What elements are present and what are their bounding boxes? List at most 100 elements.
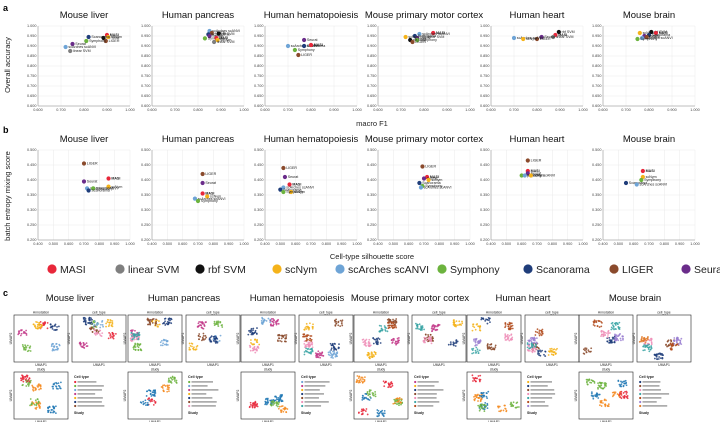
umap-cell xyxy=(393,398,396,401)
umap-cell xyxy=(149,318,152,321)
umap-axis-x: UMAP1 xyxy=(262,363,274,367)
umap-cell xyxy=(592,395,594,398)
umap-cell xyxy=(107,337,110,340)
umap-cell xyxy=(531,346,534,349)
umap-cell xyxy=(416,327,419,330)
umap-axis-x: UMAP1 xyxy=(35,363,47,367)
x-tick-label: 1.000 xyxy=(578,108,588,112)
umap-cell xyxy=(85,342,88,345)
umap-cell xyxy=(511,336,514,339)
x-tick-label: 1.000 xyxy=(352,108,362,112)
umap-cell xyxy=(266,397,269,400)
umap-cell xyxy=(482,404,485,406)
x-tick-label: 0.700 xyxy=(509,108,519,112)
umap-cell xyxy=(504,334,507,337)
umap-cell xyxy=(25,332,28,335)
umap-cell xyxy=(46,321,49,324)
umap-cell xyxy=(50,345,53,348)
y-tick-label: 0.700 xyxy=(254,84,264,88)
umap-title-3: Mouse primary motor cortex xyxy=(351,293,470,304)
umap-legend-swatch xyxy=(188,380,191,384)
umap-cell xyxy=(479,400,482,403)
umap-cell xyxy=(397,339,400,342)
umap-cell xyxy=(538,331,541,333)
umap-cell xyxy=(538,332,540,335)
umap-cell xyxy=(57,384,60,387)
x-tick-label: 1.000 xyxy=(465,108,475,112)
umap-cell xyxy=(488,317,491,320)
umap-cell xyxy=(315,353,318,355)
y-tick-label: 0.850 xyxy=(592,54,602,58)
umap-cell xyxy=(399,401,402,404)
umap-cell xyxy=(134,334,137,337)
umap-cell xyxy=(51,342,54,345)
y-tick-label: 0.450 xyxy=(480,163,490,167)
point-label: scArches scANVI xyxy=(528,174,556,178)
point-liger xyxy=(209,30,214,36)
point-label: scNym xyxy=(408,35,419,39)
y-tick-label: 0.350 xyxy=(27,193,37,197)
umap-cell xyxy=(20,329,22,332)
point-masi xyxy=(287,182,292,187)
umap-cell xyxy=(338,343,340,346)
point-masi xyxy=(431,30,436,36)
umap-subtitle: study xyxy=(264,368,272,372)
umap-cell xyxy=(22,332,25,334)
umap-cell xyxy=(360,410,363,413)
umap-cell xyxy=(610,341,613,344)
umap-cell xyxy=(154,389,156,392)
umap-cell xyxy=(482,318,485,321)
umap-cell xyxy=(589,381,591,384)
umap-cell xyxy=(154,324,157,326)
x-tick-label: 0.800 xyxy=(548,242,558,246)
umap-cell xyxy=(305,343,308,346)
umap-cell xyxy=(599,401,602,404)
y-tick-label: 0.800 xyxy=(254,64,264,68)
umap-cell xyxy=(92,327,95,330)
row-a-ylabel: Overall accuracy xyxy=(3,37,12,93)
umap-cell xyxy=(618,383,621,386)
x-tick-label: 0.800 xyxy=(419,108,429,112)
umap-cell xyxy=(386,330,389,333)
umap-cell xyxy=(159,341,162,344)
umap-cell xyxy=(249,346,252,349)
point-symphony xyxy=(195,198,201,204)
umap-legend-swatch xyxy=(74,392,77,396)
umap-cell xyxy=(188,347,191,349)
umap-cell xyxy=(475,395,478,398)
umap-cell xyxy=(618,392,621,395)
row-b-ylabel: batch entropy mixing score xyxy=(3,151,12,241)
umap-cell xyxy=(218,340,221,342)
y-tick-label: 0.800 xyxy=(141,64,151,68)
umap-cell xyxy=(472,323,474,326)
x-tick-label: 1.000 xyxy=(690,108,700,112)
y-tick-label: 0.600 xyxy=(141,104,151,108)
umap-cell xyxy=(362,341,365,344)
umap-cell xyxy=(32,323,35,326)
umap-frame xyxy=(466,371,522,420)
y-tick-label: 0.900 xyxy=(480,44,490,48)
umap-legend-swatch xyxy=(527,380,530,384)
umap-cell xyxy=(593,380,596,383)
umap-axis-y: UMAP2 xyxy=(462,390,466,402)
umap-cell xyxy=(422,340,425,342)
umap-cell xyxy=(479,374,482,377)
umap-cell xyxy=(145,395,148,397)
umap-axis-y: UMAP2 xyxy=(236,333,240,345)
umap-cell xyxy=(59,387,61,389)
umap-cell xyxy=(310,340,313,342)
umap-cell xyxy=(670,340,673,343)
umap-cell xyxy=(366,392,369,395)
umap-cell xyxy=(587,349,590,352)
umap-title-5: Mouse brain xyxy=(609,293,661,304)
umap-cell xyxy=(134,342,137,345)
umap-cell xyxy=(508,328,511,330)
point-linear-svm xyxy=(68,48,73,54)
umap-cell xyxy=(335,354,338,357)
umap-frame xyxy=(636,314,692,363)
umap-cell xyxy=(252,332,255,335)
umap-cell xyxy=(618,393,621,396)
x-tick-label: 1.000 xyxy=(125,108,135,112)
umap-cell xyxy=(607,329,610,332)
umap-cell xyxy=(193,346,195,349)
